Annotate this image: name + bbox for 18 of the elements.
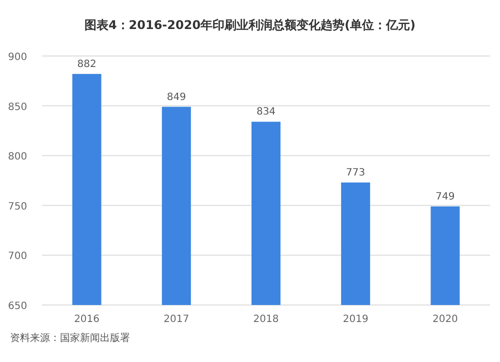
y-tick-label: 900 — [8, 52, 28, 63]
y-tick-label: 650 — [8, 301, 28, 312]
data-label: 773 — [346, 167, 366, 178]
y-tick-label: 750 — [8, 201, 28, 212]
x-tick-label: 2019 — [342, 314, 368, 325]
y-tick-label: 850 — [8, 102, 28, 113]
data-label: 749 — [436, 191, 455, 202]
data-label: 849 — [166, 92, 186, 103]
data-label: 834 — [256, 106, 276, 118]
x-tick-label: 2017 — [164, 314, 190, 325]
x-tick-label: 2018 — [253, 314, 279, 325]
data-label: 882 — [77, 58, 96, 70]
text: 资料来源：国家新闻出版署 — [10, 332, 130, 344]
y-tick-label: 800 — [8, 152, 28, 163]
x-tick-label: 2020 — [432, 314, 458, 325]
chart-title: 图表4：2016-2020年印刷业利润总额变化趋势(单位：亿元) — [84, 18, 416, 32]
x-tick-label: 2016 — [74, 314, 100, 325]
y-tick-label: 700 — [8, 251, 28, 262]
